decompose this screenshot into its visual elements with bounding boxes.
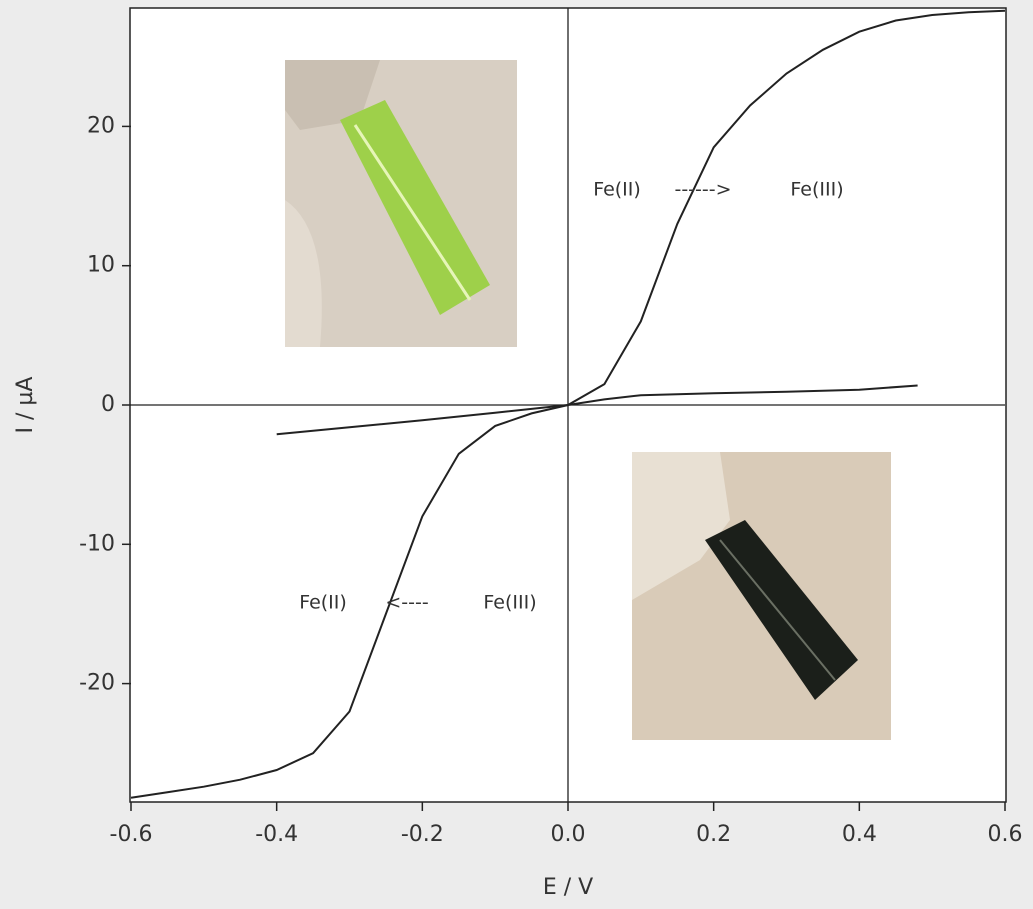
x-tick-label: -0.6 bbox=[110, 822, 153, 847]
inset-photo-green bbox=[285, 60, 517, 347]
annotation: Fe(III) bbox=[483, 592, 536, 614]
y-tick-label: 20 bbox=[87, 113, 115, 138]
annotation: ------> bbox=[674, 179, 731, 201]
chart: E / V I / µA -20 -10 0 10 20 -0.6 -0.4 -0.2 0.0 0… bbox=[0, 0, 1033, 909]
annotation: Fe(II) bbox=[299, 592, 347, 614]
y-tick-label: 0 bbox=[101, 392, 115, 417]
x-tick-label: -0.2 bbox=[401, 822, 444, 847]
page: E / V I / µA -20 -10 0 10 20 -0.6 -0.4 -0.2 0.0 0… bbox=[0, 0, 1033, 909]
annotation: <---- bbox=[385, 592, 428, 614]
y-tick-label: -10 bbox=[79, 531, 115, 556]
x-tick-label: 0.0 bbox=[551, 822, 586, 847]
x-axis-label: E / V bbox=[543, 875, 593, 900]
y-tick-label: -20 bbox=[79, 671, 115, 696]
x-tick-label: 0.4 bbox=[842, 822, 877, 847]
x-tick-label: 0.2 bbox=[696, 822, 731, 847]
y-tick-label: 10 bbox=[87, 253, 115, 278]
annotation: Fe(III) bbox=[790, 179, 843, 201]
y-axis-label: I / µA bbox=[13, 377, 38, 434]
x-tick-label: -0.4 bbox=[255, 822, 298, 847]
x-tick-label: 0.6 bbox=[988, 822, 1023, 847]
inset-photo-dark bbox=[632, 452, 891, 740]
annotation: Fe(II) bbox=[593, 179, 641, 201]
